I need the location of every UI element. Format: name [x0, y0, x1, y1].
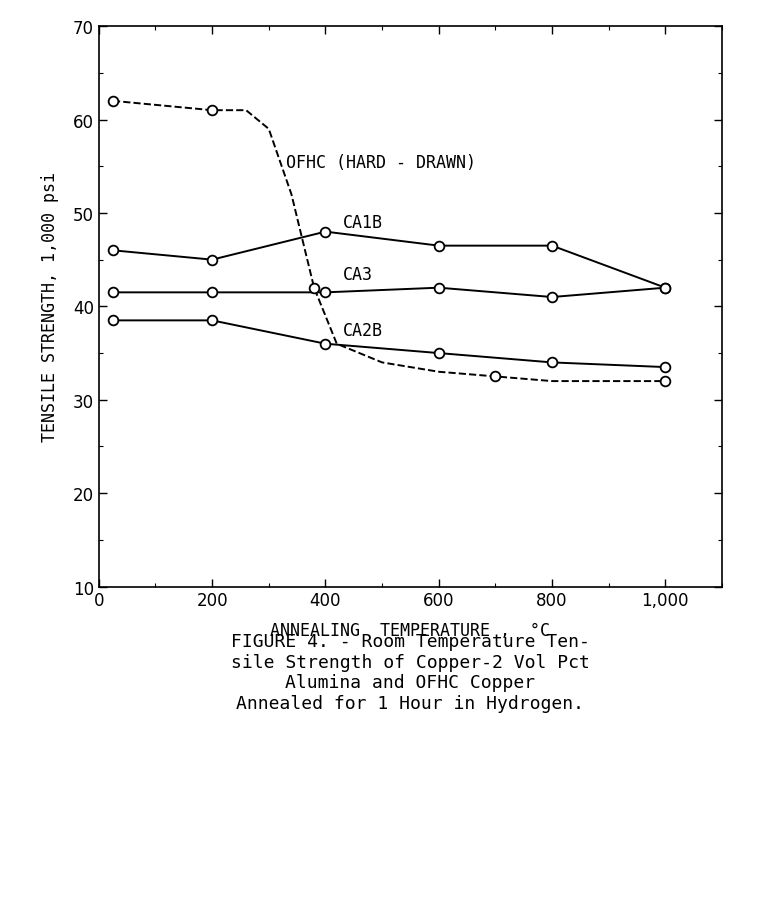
Text: OFHC (HARD - DRAWN): OFHC (HARD - DRAWN) — [286, 154, 476, 172]
Text: CA3: CA3 — [343, 265, 372, 284]
Text: CA2B: CA2B — [343, 321, 382, 340]
Y-axis label: TENSILE STRENGTH, 1,000 psi: TENSILE STRENGTH, 1,000 psi — [41, 172, 59, 442]
X-axis label: ANNEALING  TEMPERATURE ,  °C: ANNEALING TEMPERATURE , °C — [271, 621, 550, 638]
Text: CA1B: CA1B — [343, 214, 382, 232]
Text: FIGURE 4. - Room Temperature Ten-
sile Strength of Copper-2 Vol Pct
Alumina and : FIGURE 4. - Room Temperature Ten- sile S… — [231, 632, 590, 712]
